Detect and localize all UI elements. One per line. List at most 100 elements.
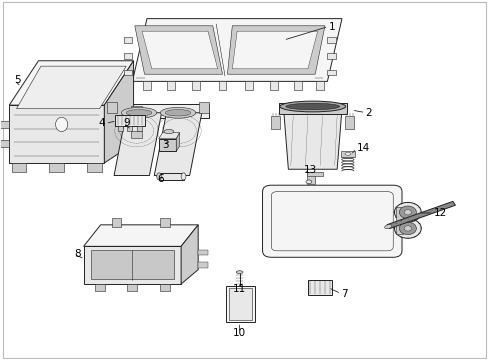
Polygon shape bbox=[160, 284, 169, 291]
Polygon shape bbox=[0, 140, 9, 147]
Polygon shape bbox=[135, 26, 222, 74]
Polygon shape bbox=[123, 53, 132, 59]
Polygon shape bbox=[104, 61, 133, 163]
Polygon shape bbox=[0, 121, 9, 128]
Ellipse shape bbox=[56, 117, 68, 132]
Polygon shape bbox=[9, 105, 104, 163]
Polygon shape bbox=[83, 246, 181, 284]
Ellipse shape bbox=[236, 271, 243, 274]
Ellipse shape bbox=[399, 222, 415, 235]
Polygon shape bbox=[127, 284, 137, 291]
Text: 14: 14 bbox=[356, 143, 369, 153]
Polygon shape bbox=[307, 280, 331, 295]
Polygon shape bbox=[142, 31, 217, 69]
Polygon shape bbox=[218, 81, 226, 90]
Ellipse shape bbox=[404, 210, 411, 215]
Polygon shape bbox=[345, 116, 353, 129]
Text: 11: 11 bbox=[232, 284, 246, 294]
Polygon shape bbox=[340, 151, 354, 157]
Polygon shape bbox=[111, 219, 121, 226]
Ellipse shape bbox=[394, 219, 420, 238]
Polygon shape bbox=[294, 81, 302, 90]
Polygon shape bbox=[91, 250, 173, 279]
Polygon shape bbox=[316, 81, 324, 90]
Polygon shape bbox=[127, 126, 132, 131]
Ellipse shape bbox=[394, 202, 420, 222]
Polygon shape bbox=[154, 113, 202, 176]
Polygon shape bbox=[232, 31, 317, 69]
Ellipse shape bbox=[181, 173, 185, 180]
Text: 13: 13 bbox=[304, 165, 317, 175]
Polygon shape bbox=[198, 262, 207, 268]
Polygon shape bbox=[307, 173, 315, 184]
Text: 3: 3 bbox=[162, 140, 169, 150]
Polygon shape bbox=[87, 163, 102, 172]
Polygon shape bbox=[158, 139, 176, 151]
Ellipse shape bbox=[279, 101, 345, 112]
Polygon shape bbox=[123, 37, 132, 43]
Text: 1: 1 bbox=[328, 22, 334, 32]
Text: 7: 7 bbox=[340, 289, 347, 299]
Polygon shape bbox=[227, 26, 325, 74]
Text: 2: 2 bbox=[365, 108, 371, 118]
Polygon shape bbox=[327, 53, 335, 59]
Polygon shape bbox=[228, 288, 252, 320]
Polygon shape bbox=[271, 116, 280, 129]
Polygon shape bbox=[159, 173, 183, 180]
Polygon shape bbox=[191, 81, 199, 90]
Ellipse shape bbox=[404, 226, 411, 231]
Polygon shape bbox=[245, 81, 253, 90]
Polygon shape bbox=[181, 225, 198, 284]
Polygon shape bbox=[395, 207, 402, 234]
Ellipse shape bbox=[305, 180, 311, 184]
Text: 5: 5 bbox=[14, 75, 21, 85]
Polygon shape bbox=[95, 284, 104, 291]
Ellipse shape bbox=[399, 206, 415, 219]
Polygon shape bbox=[12, 163, 26, 172]
Polygon shape bbox=[9, 61, 133, 105]
Polygon shape bbox=[160, 219, 170, 226]
Polygon shape bbox=[269, 81, 277, 90]
Text: 9: 9 bbox=[123, 118, 130, 128]
Polygon shape bbox=[131, 106, 142, 113]
Polygon shape bbox=[118, 126, 122, 131]
Polygon shape bbox=[158, 133, 179, 139]
FancyBboxPatch shape bbox=[262, 185, 401, 257]
Polygon shape bbox=[278, 103, 346, 114]
Polygon shape bbox=[199, 102, 209, 113]
Polygon shape bbox=[225, 286, 255, 321]
Ellipse shape bbox=[157, 173, 161, 180]
Polygon shape bbox=[123, 69, 132, 75]
Polygon shape bbox=[307, 172, 323, 176]
Polygon shape bbox=[386, 201, 454, 229]
Text: 4: 4 bbox=[99, 118, 105, 128]
Text: 6: 6 bbox=[158, 174, 164, 184]
Polygon shape bbox=[198, 250, 207, 256]
Polygon shape bbox=[143, 81, 151, 90]
Polygon shape bbox=[283, 108, 341, 169]
Text: 10: 10 bbox=[233, 328, 245, 338]
Polygon shape bbox=[49, 163, 64, 172]
Ellipse shape bbox=[163, 130, 173, 134]
Polygon shape bbox=[327, 37, 335, 43]
Polygon shape bbox=[176, 133, 179, 151]
Polygon shape bbox=[327, 69, 335, 75]
Polygon shape bbox=[114, 113, 161, 176]
Polygon shape bbox=[17, 66, 126, 109]
Polygon shape bbox=[137, 126, 142, 131]
Polygon shape bbox=[115, 116, 144, 126]
Polygon shape bbox=[131, 131, 142, 138]
Text: 8: 8 bbox=[74, 249, 81, 259]
Polygon shape bbox=[106, 102, 116, 113]
Ellipse shape bbox=[121, 107, 157, 118]
Ellipse shape bbox=[344, 152, 350, 155]
Ellipse shape bbox=[160, 107, 195, 118]
Polygon shape bbox=[106, 104, 209, 118]
Polygon shape bbox=[132, 19, 341, 81]
Polygon shape bbox=[167, 81, 175, 90]
Ellipse shape bbox=[285, 103, 339, 110]
Ellipse shape bbox=[126, 109, 152, 116]
Polygon shape bbox=[83, 225, 198, 246]
Text: 12: 12 bbox=[433, 208, 446, 218]
Ellipse shape bbox=[384, 225, 391, 229]
